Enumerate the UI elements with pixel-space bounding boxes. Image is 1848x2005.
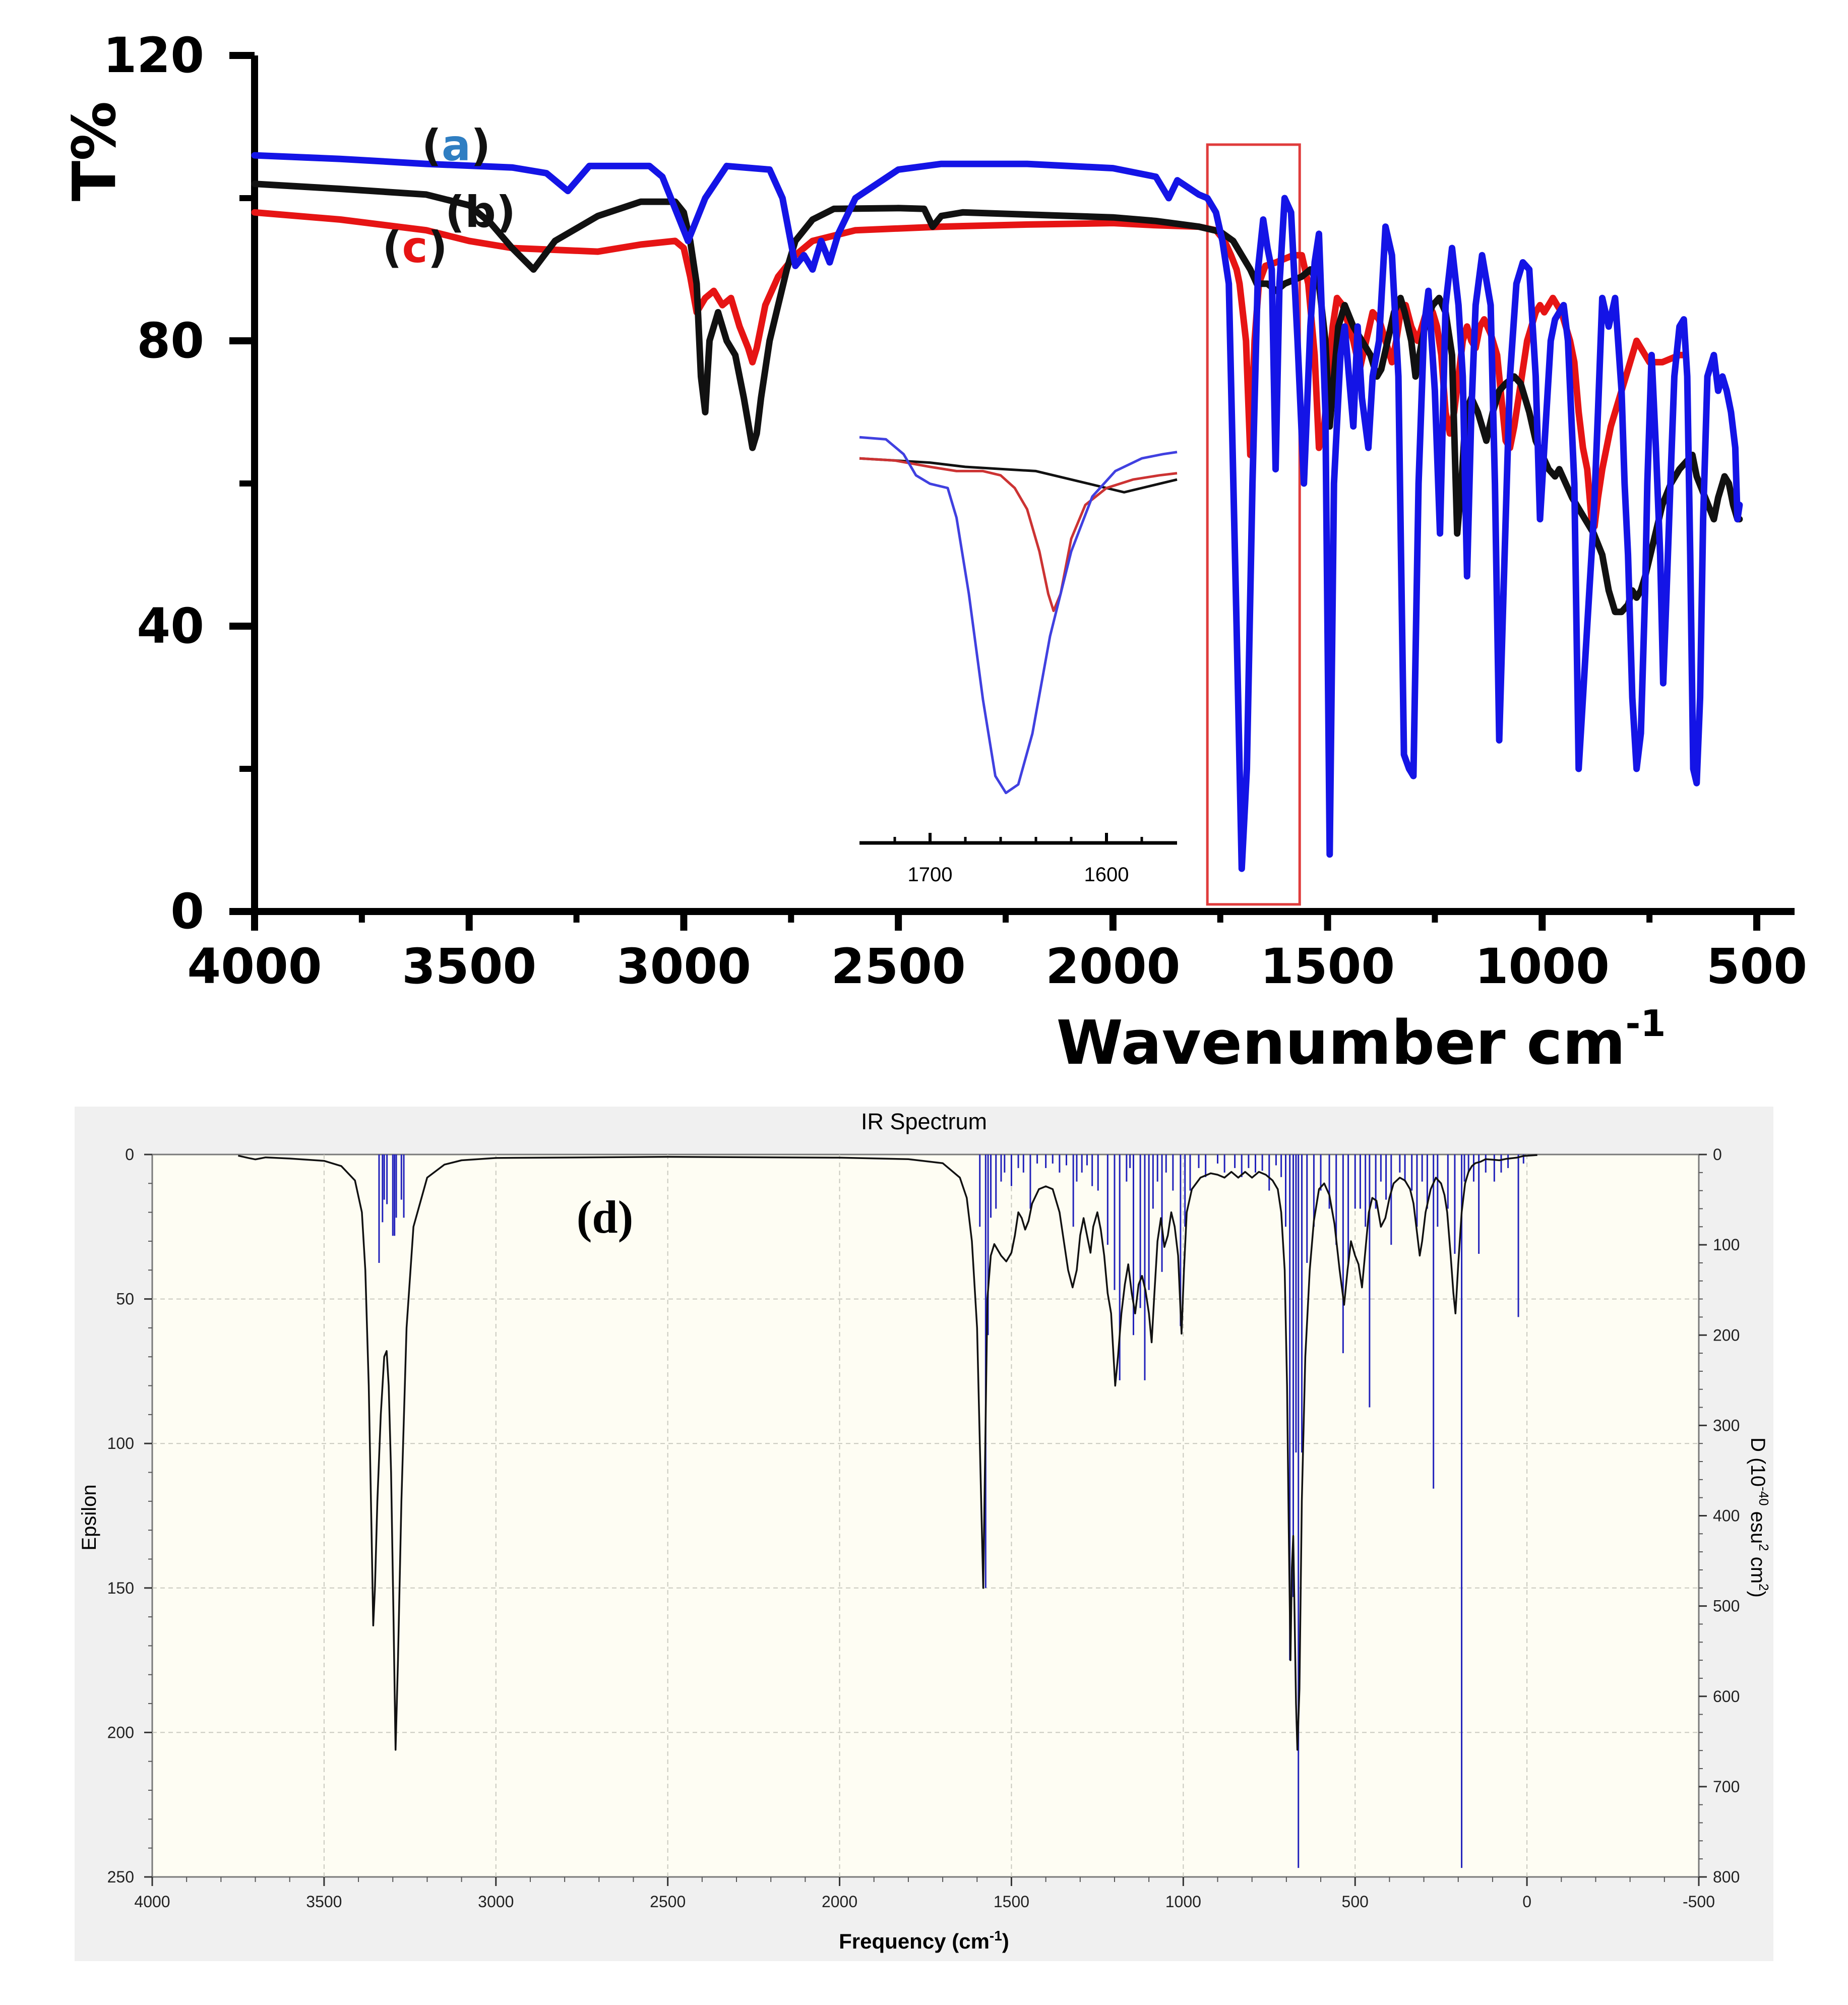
bottom-x-tick-label: 3000 [478,1893,514,1911]
bottom-y2-axis-label: D (10-40 esu2 cm2) [1747,1437,1771,1598]
top-y-axis-label: T% [59,101,129,202]
series-annotations: (a)(b)(c) [382,120,516,273]
bottom-y2-tick-label: 500 [1713,1597,1740,1615]
y2-label-mid: esu [1747,1506,1769,1544]
bottom-y2-tick-label: 100 [1713,1236,1740,1254]
bottom-y2-tick-label: 700 [1713,1778,1740,1796]
bottom-x-tick-label: 1500 [994,1893,1029,1911]
top-chart: 4000 3500 3000 2500 2000 1500 1000 50004080120 … [59,27,1807,1078]
bottom-y-tick-label: 250 [107,1868,134,1886]
bottom-y-axis-label: Epsilon [78,1484,100,1550]
top-x-tick-label: 2500 [831,938,966,995]
top-x-axis-label: Wavenumber cm-1 [1057,1002,1666,1078]
bottom-chart-title: IR Spectrum [861,1109,987,1134]
y2-label-sup3: 2 [1756,1584,1771,1591]
bottom-y-tick-label: 0 [125,1145,134,1164]
x-label-end: ) [1002,1929,1009,1953]
series-label-open: ( [382,222,402,273]
series-label-close: ) [427,222,447,273]
series-label-open: ( [445,187,465,237]
bottom-y2-tick-label: 0 [1713,1145,1722,1164]
bottom-x-tick-label: 2000 [822,1893,857,1911]
series-label-letter: c [402,222,428,273]
top-x-axis-label-sup: -1 [1626,1002,1666,1045]
series-label-letter: b [465,187,496,237]
bottom-y2-tick-label: 400 [1713,1507,1740,1525]
ir-spectrum-line [238,1154,1537,1751]
series-label-close: ) [471,120,490,171]
inset-x-tick-label: 1600 [1084,864,1129,886]
bottom-x-tick-label: 2500 [650,1893,686,1911]
top-axes: 4000 3500 3000 2500 2000 1500 1000 500 0 40 80 120 [103,27,1808,995]
bottom-x-tick-label: 500 [1342,1893,1369,1911]
top-x-tick-label: 2000 [1045,938,1180,995]
top-x-tick-label: 3000 [617,938,751,995]
bottom-x-tick-label: -500 [1683,1893,1715,1911]
top-y-tick-label: 80 [137,313,204,369]
bottom-y-tick-label: 200 [107,1723,134,1741]
top-x-tick-label: 4000 [187,938,322,995]
bottom-y-tick-label: 50 [116,1290,134,1308]
inset-line-b [859,457,1178,494]
bottom-y2-tick-label: 300 [1713,1416,1740,1434]
bottom-y2-tick-label: 800 [1713,1868,1740,1886]
y2-label-end: ) [1747,1591,1769,1598]
spectrum-line-b [251,180,1743,616]
y2-label-sup2: 2 [1756,1544,1771,1551]
highlight-rectangle [1206,143,1301,906]
top-series [251,152,1743,872]
inset-line-a [859,436,1178,795]
bottom-x-tick-label: 3500 [306,1893,342,1911]
top-x-tick-label: 3500 [402,938,536,995]
spectrum-line-a [251,152,1743,872]
y2-label-mid2: cm [1747,1551,1769,1584]
x-label-main: Frequency (cm [839,1929,990,1953]
bottom-chart: 4000 3500 3000 2500 2000 1500 1000 500 0 -5000501… [75,1107,1773,1961]
panel-label-d: (d) [577,1191,633,1243]
top-x-tick-label: 1500 [1260,938,1395,995]
x-label-sup: -1 [990,1928,1002,1943]
series-label-open: ( [422,120,442,171]
inset-line-c [859,457,1178,613]
series-label-c: (c) [382,222,448,273]
top-x-tick-label: 500 [1706,938,1807,995]
bottom-x-tick-label: 4000 [134,1893,170,1911]
series-label-letter: a [442,120,471,171]
bottom-y2-tick-label: 200 [1713,1326,1740,1344]
series-label-b: (b) [445,187,516,237]
top-x-tick-label: 1000 [1475,938,1610,995]
bottom-y-tick-label: 150 [107,1579,134,1597]
bottom-plot-area: 4000 3500 3000 2500 2000 1500 1000 500 0 -5000501… [107,1145,1740,1911]
y2-label-main: D (10 [1747,1437,1769,1487]
bottom-y2-tick-label: 600 [1713,1687,1740,1706]
inset-chart: 1700 1600 [859,436,1178,886]
top-y-tick-label: 120 [103,27,204,84]
series-label-close: ) [496,187,516,237]
bottom-x-axis-label: Frequency (cm-1) [839,1928,1009,1953]
bottom-plot-background [151,1153,1700,1878]
bottom-x-tick-label: 0 [1522,1893,1531,1911]
top-y-tick-label: 0 [170,883,204,940]
y2-label-sup1: -40 [1756,1487,1771,1506]
series-label-a: (a) [422,120,491,171]
top-y-tick-label: 40 [137,598,204,654]
bottom-y-tick-label: 100 [107,1434,134,1452]
top-x-axis-label-main: Wavenumber cm [1057,1008,1626,1078]
bottom-x-tick-label: 1000 [1165,1893,1201,1911]
inset-x-tick-label: 1700 [908,864,953,886]
highlight-box [1206,143,1301,906]
